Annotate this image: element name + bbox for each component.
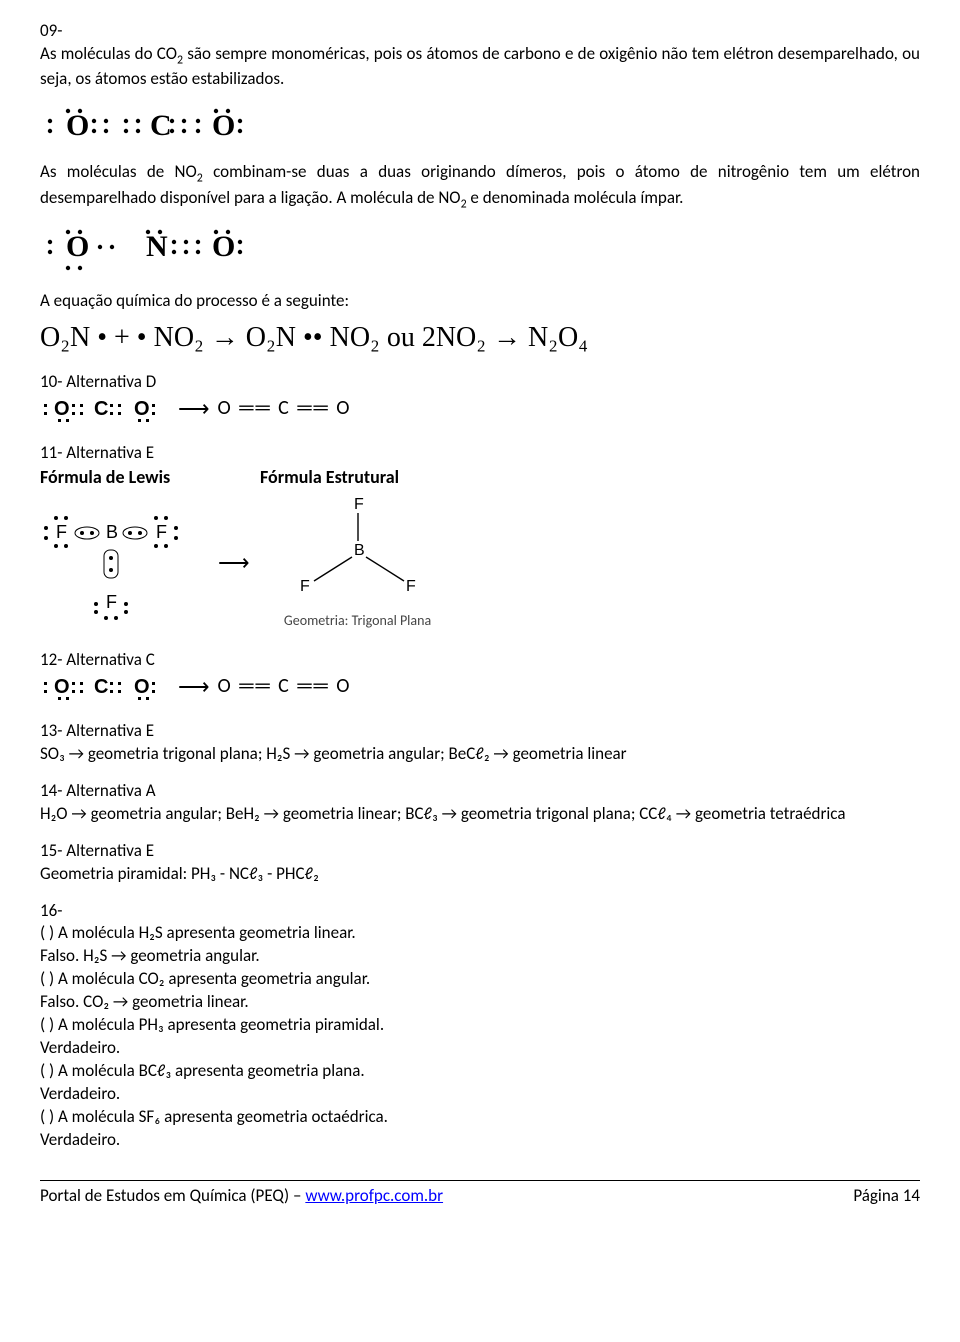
q10-lewis-svg: OCO bbox=[40, 394, 170, 424]
q13-label: 13- Alternativa E bbox=[40, 720, 920, 743]
footer-left-a: Portal de Estudos em Química (PEQ) – bbox=[40, 1185, 305, 1206]
q16-l2r: Falso. CO₂ → geometria linear. bbox=[40, 991, 920, 1014]
q10-row: O C O ⟶ O ══ C ══ O bbox=[40, 394, 920, 424]
q11-struct-svg: F B F F bbox=[278, 495, 438, 605]
q09-eq: O₂N • + • NO₂ → O₂N •• NO₂ ou 2NO₂ → N₂O… bbox=[40, 319, 920, 357]
lewis-oco: O C O bbox=[40, 105, 920, 147]
q09-p1: As moléculas do CO2 são sempre monoméric… bbox=[40, 43, 920, 91]
q09-p2: As moléculas de NO2 combinam-se duas a d… bbox=[40, 161, 920, 212]
q11-block: 11- Alternativa E Fórmula de Lewis Fórmu… bbox=[40, 442, 920, 631]
svg-text:O: O bbox=[66, 230, 89, 263]
q14-block: 14- Alternativa A H₂O → geometria angula… bbox=[40, 780, 920, 826]
q15-label: 15- Alternativa E bbox=[40, 840, 920, 863]
arrow-icon-3: ⟶ bbox=[178, 672, 210, 702]
svg-text:C: C bbox=[150, 109, 172, 142]
svg-text:O: O bbox=[54, 676, 70, 698]
q14-label: 14- Alternativa A bbox=[40, 780, 920, 803]
svg-text:B: B bbox=[106, 522, 118, 542]
q16-l1r: Falso. H₂S → geometria angular. bbox=[40, 945, 920, 968]
svg-text:F: F bbox=[354, 496, 364, 513]
q16-l4: ( ) A molécula BCℓ₃ apresenta geometria … bbox=[40, 1060, 920, 1083]
svg-text:O: O bbox=[212, 230, 235, 263]
q16-l4r: Verdadeiro. bbox=[40, 1083, 920, 1106]
svg-text:F: F bbox=[300, 578, 310, 595]
svg-text:F: F bbox=[106, 592, 117, 612]
q16-num: 16- bbox=[40, 900, 920, 923]
lewis-ono-svg: O N O bbox=[40, 226, 250, 276]
q12-block: 12- Alternativa C O C O ⟶ O ══ C ══ O bbox=[40, 649, 920, 702]
svg-text:F: F bbox=[406, 578, 416, 595]
q10-block: 10- Alternativa D O C O ⟶ O ══ C ══ O bbox=[40, 371, 920, 424]
q09-num: 09- bbox=[40, 20, 920, 43]
q12-rhs: O ══ C ══ O bbox=[218, 673, 352, 700]
svg-text:O: O bbox=[134, 398, 150, 420]
q11-diagram-row: F B F F bbox=[40, 495, 920, 631]
q13-block: 13- Alternativa E SO₃ → geometria trigon… bbox=[40, 720, 920, 766]
svg-text:B: B bbox=[354, 542, 365, 559]
q11-structural: F B F F Geometria: Trigonal Plana bbox=[278, 495, 438, 631]
q16-l1: ( ) A molécula H₂S apresenta geometria l… bbox=[40, 922, 920, 945]
svg-text:F: F bbox=[56, 522, 67, 542]
svg-text:F: F bbox=[156, 522, 167, 542]
q11-geom: Geometria: Trigonal Plana bbox=[278, 612, 438, 631]
q09-p2a: As moléculas de NO bbox=[40, 161, 197, 182]
footer-left: Portal de Estudos em Química (PEQ) – www… bbox=[40, 1185, 443, 1208]
q16-l2: ( ) A molécula CO₂ apresenta geometria a… bbox=[40, 968, 920, 991]
page-footer: Portal de Estudos em Química (PEQ) – www… bbox=[40, 1180, 920, 1208]
svg-text:O: O bbox=[66, 109, 89, 142]
q13-body: SO₃ → geometria trigonal plana; H₂S → ge… bbox=[40, 743, 920, 766]
lewis-ono: O N O bbox=[40, 226, 920, 276]
q09-p1a: As moléculas do CO bbox=[40, 43, 177, 64]
q09-p2c: e denominada molécula ímpar. bbox=[467, 187, 684, 208]
q10-label: 10- Alternativa D bbox=[40, 371, 920, 394]
q10-rhs: O ══ C ══ O bbox=[218, 395, 352, 422]
footer-right: Página 14 bbox=[853, 1185, 920, 1208]
q15-body: Geometria piramidal: PH₃ - NCℓ₃ - PHCℓ₂ bbox=[40, 863, 920, 886]
arrow-icon-2: ⟶ bbox=[218, 548, 250, 578]
q12-row: O C O ⟶ O ══ C ══ O bbox=[40, 672, 920, 702]
q12-label: 12- Alternativa C bbox=[40, 649, 920, 672]
q11-header: Fórmula de Lewis Fórmula Estrutural bbox=[40, 465, 920, 489]
q09-eqlabel: A equação química do processo é a seguin… bbox=[40, 290, 920, 313]
q16-l5: ( ) A molécula SF₆ apresenta geometria o… bbox=[40, 1106, 920, 1129]
q11-col2: Fórmula Estrutural bbox=[260, 465, 399, 489]
svg-text:O: O bbox=[212, 109, 235, 142]
q16-block: 16- ( ) A molécula H₂S apresenta geometr… bbox=[40, 900, 920, 1152]
q16-l3r: Verdadeiro. bbox=[40, 1037, 920, 1060]
q16-l5r: Verdadeiro. bbox=[40, 1129, 920, 1152]
q11-col1: Fórmula de Lewis bbox=[40, 465, 220, 489]
svg-text:O: O bbox=[54, 398, 70, 420]
q09-block: 09- As moléculas do CO2 são sempre monom… bbox=[40, 20, 920, 91]
q11-label: 11- Alternativa E bbox=[40, 442, 920, 465]
svg-text:O: O bbox=[134, 676, 150, 698]
q14-body: H₂O → geometria angular; BeH₂ → geometri… bbox=[40, 803, 920, 826]
q15-block: 15- Alternativa E Geometria piramidal: P… bbox=[40, 840, 920, 886]
svg-text:C: C bbox=[94, 676, 108, 698]
q12-lewis-svg: OCO bbox=[40, 672, 170, 702]
lewis-oco-svg: O C O bbox=[40, 105, 250, 147]
q11-lewis-svg: F B F F bbox=[40, 498, 190, 628]
svg-text:C: C bbox=[94, 398, 108, 420]
svg-text:N: N bbox=[146, 230, 168, 263]
q16-l3: ( ) A molécula PH₃ apresenta geometria p… bbox=[40, 1014, 920, 1037]
footer-link[interactable]: www.profpc.com.br bbox=[305, 1185, 443, 1206]
arrow-icon: ⟶ bbox=[178, 394, 210, 424]
